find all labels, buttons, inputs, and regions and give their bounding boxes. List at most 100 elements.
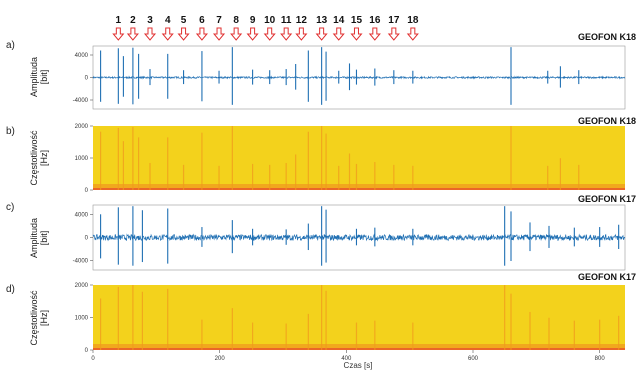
panel-b-ylabel-unit: [Hz] xyxy=(39,150,49,166)
spectrogram-event-streak xyxy=(325,133,327,190)
waveform-trace xyxy=(92,233,626,242)
spectrogram-event-streak xyxy=(338,165,340,190)
y-tick-label: 4000 xyxy=(75,212,89,218)
event-arrow-9 xyxy=(246,27,259,41)
panel-c-plot: 4000 0 -4000 xyxy=(73,204,626,271)
panel-a: a) GEOFON K18 Amplituda [bit] 4000 0 -4000 xyxy=(6,32,636,110)
y-tick-label: 0 xyxy=(85,188,89,194)
y-tick-label: -4000 xyxy=(73,98,89,104)
spectrogram-background xyxy=(93,285,625,350)
spectrogram-event-streak xyxy=(132,285,134,350)
spectrogram-event-streak xyxy=(132,126,134,190)
spectrogram-low-frequency-band xyxy=(93,184,625,190)
y-tick-label: 1000 xyxy=(75,156,89,162)
spectrogram-background xyxy=(93,126,625,190)
event-arrow-3 xyxy=(143,27,157,41)
event-number-10: 10 xyxy=(264,15,276,26)
spectrogram-event-streak xyxy=(355,322,358,350)
event-number-4: 4 xyxy=(165,15,171,26)
spectrogram-event-streak xyxy=(167,137,169,190)
panel-d-ylabel-unit: [Hz] xyxy=(39,310,49,326)
event-number-1: 1 xyxy=(116,15,122,26)
event-number-13: 13 xyxy=(316,15,328,26)
event-number-14: 14 xyxy=(333,15,345,26)
spectrogram-event-streak xyxy=(412,322,414,350)
spectrogram-event-streak xyxy=(412,165,414,190)
spectrogram-event-streak xyxy=(510,293,512,350)
panel-d: d) GEOFON K17 Częstotliwość [Hz] 2000 100… xyxy=(6,272,636,354)
panel-d-ylabel: Częstotliwość xyxy=(29,290,39,346)
spectrogram-event-streak xyxy=(252,322,254,350)
panel-a-ylabel-unit: [bit] xyxy=(39,70,49,85)
event-number-2: 2 xyxy=(130,15,136,26)
panel-c-ylabel-unit: [bit] xyxy=(39,231,49,246)
spectrogram-event-streak xyxy=(348,153,351,190)
spectrogram-event-streak xyxy=(269,164,271,190)
spectrogram-event-streak xyxy=(599,319,601,350)
event-arrow-2 xyxy=(126,27,139,41)
event-arrow-18 xyxy=(406,27,419,41)
waveform-trace xyxy=(92,75,626,80)
event-number-12: 12 xyxy=(296,15,308,26)
event-arrow-8 xyxy=(230,27,243,41)
spectrogram-event-streak xyxy=(547,165,549,190)
spectrogram-event-streak xyxy=(117,127,119,190)
panel-c-station-label: GEOFON K17 xyxy=(578,194,636,204)
spectrogram-event-streak xyxy=(321,126,323,190)
spectrogram-event-streak xyxy=(393,164,395,190)
event-arrow-5 xyxy=(177,27,190,41)
panel-b-letter: b) xyxy=(6,126,15,137)
spectrogram-event-streak xyxy=(325,290,327,350)
x-tick-label: 600 xyxy=(468,356,479,362)
event-arrow-12 xyxy=(295,27,308,41)
panel-a-station-label: GEOFON K18 xyxy=(578,32,636,42)
spectrogram-event-streak xyxy=(201,319,203,350)
spectrogram-event-streak xyxy=(218,165,220,190)
y-tick-label: 0 xyxy=(85,236,89,242)
y-tick-label: 2000 xyxy=(75,124,89,130)
spectrogram-event-streak xyxy=(117,286,119,350)
event-number-5: 5 xyxy=(181,15,187,26)
y-tick-label: 2000 xyxy=(75,283,89,289)
spectrogram-event-streak xyxy=(138,137,140,190)
event-arrow-17 xyxy=(387,27,400,41)
event-number-16: 16 xyxy=(369,15,381,26)
panel-c: c) GEOFON K17 Amplituda [bit] 4000 0 -4000 xyxy=(6,194,636,271)
spectrogram-base-band xyxy=(93,188,625,190)
event-arrow-10 xyxy=(263,27,276,41)
spectrogram-event-streak xyxy=(295,154,297,190)
spectrogram-event-streak xyxy=(321,285,323,350)
spectrogram-event-streak xyxy=(548,317,550,350)
event-number-8: 8 xyxy=(233,15,239,26)
event-number-3: 3 xyxy=(147,15,153,26)
x-tick-label: 800 xyxy=(595,356,606,362)
spectrogram-event-streak xyxy=(122,141,124,190)
spectrogram-event-streak xyxy=(167,288,169,350)
spectrogram-base-band xyxy=(93,348,625,350)
panel-b-station-label: GEOFON K18 xyxy=(578,116,636,126)
spectrogram-event-streak xyxy=(252,163,254,190)
spectrogram-event-streak xyxy=(100,131,102,190)
spectrogram-event-streak xyxy=(374,162,376,190)
spectrogram-event-streak xyxy=(578,164,580,190)
x-axis-ticks: 0 200 400 600 800 xyxy=(91,350,605,362)
event-arrow-14 xyxy=(332,27,345,41)
event-number-11: 11 xyxy=(281,15,292,26)
spectrogram-event-streak xyxy=(374,320,376,350)
y-tick-label: 4000 xyxy=(75,53,89,59)
x-axis-label: Czas [s] xyxy=(344,361,373,370)
panel-a-ylabel: Amplituda xyxy=(29,57,39,97)
spectrogram-event-streak xyxy=(573,320,575,350)
x-tick-label: 400 xyxy=(341,356,352,362)
event-number-6: 6 xyxy=(199,15,205,26)
panel-b: b) GEOFON K18 Częstotliwość [Hz] 2000 100… xyxy=(6,116,636,194)
spectrogram-event-streak xyxy=(307,313,309,350)
panel-a-plot: 4000 0 -4000 xyxy=(73,45,626,110)
event-arrow-16 xyxy=(368,27,381,41)
spectrogram-low-frequency-band xyxy=(93,344,625,350)
panel-b-ylabel: Częstotliwość xyxy=(29,130,39,186)
event-arrow-6 xyxy=(195,27,209,41)
y-tick-label: 0 xyxy=(85,76,89,82)
panel-b-plot: 2000 1000 0 xyxy=(75,124,625,194)
